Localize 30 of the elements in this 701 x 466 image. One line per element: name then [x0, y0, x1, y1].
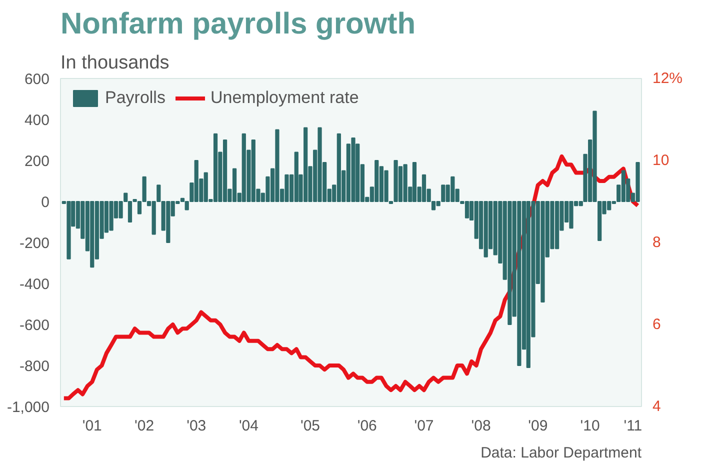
y-tick-label: -600 [19, 317, 50, 334]
x-tick-label: '07 [414, 418, 434, 434]
y-tick-label: -1,000 [6, 399, 50, 416]
y-tick-label: -800 [19, 358, 50, 375]
y-tick-label: -400 [19, 276, 50, 293]
y2-tick-label: 6 [652, 316, 661, 333]
x-tick-label: '04 [238, 418, 258, 434]
x-tick-label: '01 [82, 418, 102, 434]
x-tick-label: '05 [300, 418, 320, 434]
x-tick-label: '03 [186, 418, 206, 434]
x-tick-label: '10 [580, 418, 600, 434]
x-tick-label: '02 [134, 418, 154, 434]
x-tick-label: '06 [357, 418, 377, 434]
x-tick-label: '09 [528, 418, 548, 434]
y-tick-label: 200 [24, 153, 50, 170]
y-tick-label: 400 [24, 112, 50, 129]
y-tick-label: 0 [41, 194, 50, 211]
y-tick-label: 600 [24, 71, 50, 88]
y2-tick-label: 10 [652, 152, 670, 169]
legend-label: Payrolls [105, 88, 166, 108]
y2-tick-label: 8 [652, 234, 661, 251]
y2-tick-label: 4 [652, 398, 661, 415]
text: Data: Labor Department [480, 444, 642, 462]
x-tick-label: '08 [471, 418, 491, 434]
y2-tick-label: 12% [652, 70, 683, 87]
chart-title: Nonfarm payrolls growth [60, 8, 416, 40]
chart-subtitle: In thousands [60, 52, 170, 74]
legend-label: Unemployment rate [210, 88, 359, 108]
x-tick-label: '11 [624, 418, 642, 434]
y-tick-label: -200 [19, 235, 50, 252]
